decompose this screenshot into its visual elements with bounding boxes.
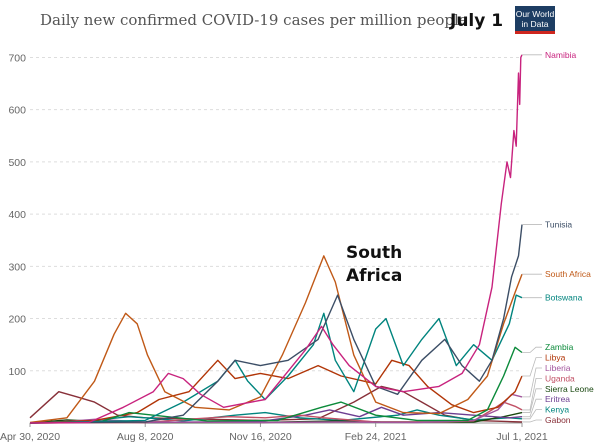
series-line-kenya[interactable] xyxy=(29,409,523,424)
legend-label-tunisia[interactable]: Tunisia xyxy=(545,220,572,230)
owid-logo[interactable]: Our World in Data xyxy=(515,6,555,34)
y-axis-ticks: 100 200 300 400 500 600 700 xyxy=(8,52,26,377)
x-tick-label-0: Apr 30, 2020 xyxy=(0,431,60,442)
legend-label-zambia[interactable]: Zambia xyxy=(545,342,574,352)
y-tick-label-700: 700 xyxy=(8,52,26,64)
annotation-south-africa-line-1: South xyxy=(346,243,402,263)
y-tick-label-400: 400 xyxy=(8,209,26,221)
legend-label-liberia[interactable]: Liberia xyxy=(545,363,571,373)
logo-stripe xyxy=(515,31,555,34)
y-tick-label-200: 200 xyxy=(8,314,26,326)
legend-label-uganda[interactable]: Uganda xyxy=(545,373,575,383)
legend-label-sierra-leone[interactable]: Sierra Leone xyxy=(545,384,594,394)
x-tick-label-3: Feb 24, 2021 xyxy=(345,431,407,442)
logo-background xyxy=(515,6,555,34)
series-lines xyxy=(29,54,523,424)
x-axis: Apr 30, 2020 Aug 8, 2020 Nov 16, 2020 Feb 2… xyxy=(0,422,548,442)
y-tick-label-300: 300 xyxy=(8,261,26,273)
grid-lines xyxy=(30,56,522,372)
y-tick-label-500: 500 xyxy=(8,157,26,169)
annotation-south-africa-line-2: Africa xyxy=(346,266,402,286)
legend-leader-zambia xyxy=(522,346,542,353)
series-line-south-africa[interactable] xyxy=(29,255,523,424)
x-tick-label-4: Jul 1, 2021 xyxy=(496,431,548,442)
legend-label-south-africa[interactable]: South Africa xyxy=(545,269,591,279)
legend-label-botswana[interactable]: Botswana xyxy=(545,293,583,303)
legend-leader-liberia xyxy=(522,367,542,398)
series-line-zambia[interactable] xyxy=(29,346,523,424)
series-line-liberia[interactable] xyxy=(29,393,523,424)
annotation-july-1: July 1 xyxy=(449,11,503,31)
legend-label-namibia[interactable]: Namibia xyxy=(545,50,576,60)
legend-leader-eritrea xyxy=(522,398,542,418)
legend-leader-sierra-leone xyxy=(522,388,542,413)
legend-leader-gabon xyxy=(522,419,542,423)
legend-label-kenya[interactable]: Kenya xyxy=(545,405,569,415)
series-line-namibia[interactable] xyxy=(29,54,523,424)
y-tick-label-100: 100 xyxy=(8,366,26,378)
x-tick-label-2: Nov 16, 2020 xyxy=(229,431,292,442)
legend-leader-uganda xyxy=(522,377,542,411)
legend-label-eritrea[interactable]: Eritrea xyxy=(545,394,570,404)
series-line-tunisia[interactable] xyxy=(29,224,523,424)
legend-leader-kenya xyxy=(522,409,542,420)
legend-label-libya[interactable]: Libya xyxy=(545,353,566,363)
logo-text-line-1: Our World xyxy=(516,9,555,19)
x-tick-label-1: Aug 8, 2020 xyxy=(117,431,174,442)
logo-text-line-2: in Data xyxy=(522,19,549,29)
legend-label-gabon[interactable]: Gabon xyxy=(545,415,571,425)
legend: Namibia Tunisia South Africa Botswana Zambia… xyxy=(522,50,594,425)
legend-leader-libya xyxy=(522,357,542,377)
chart-title: Daily new confirmed COVID-19 cases per m… xyxy=(40,11,468,29)
y-tick-label-600: 600 xyxy=(8,105,26,117)
series-line-libya[interactable] xyxy=(29,359,523,424)
